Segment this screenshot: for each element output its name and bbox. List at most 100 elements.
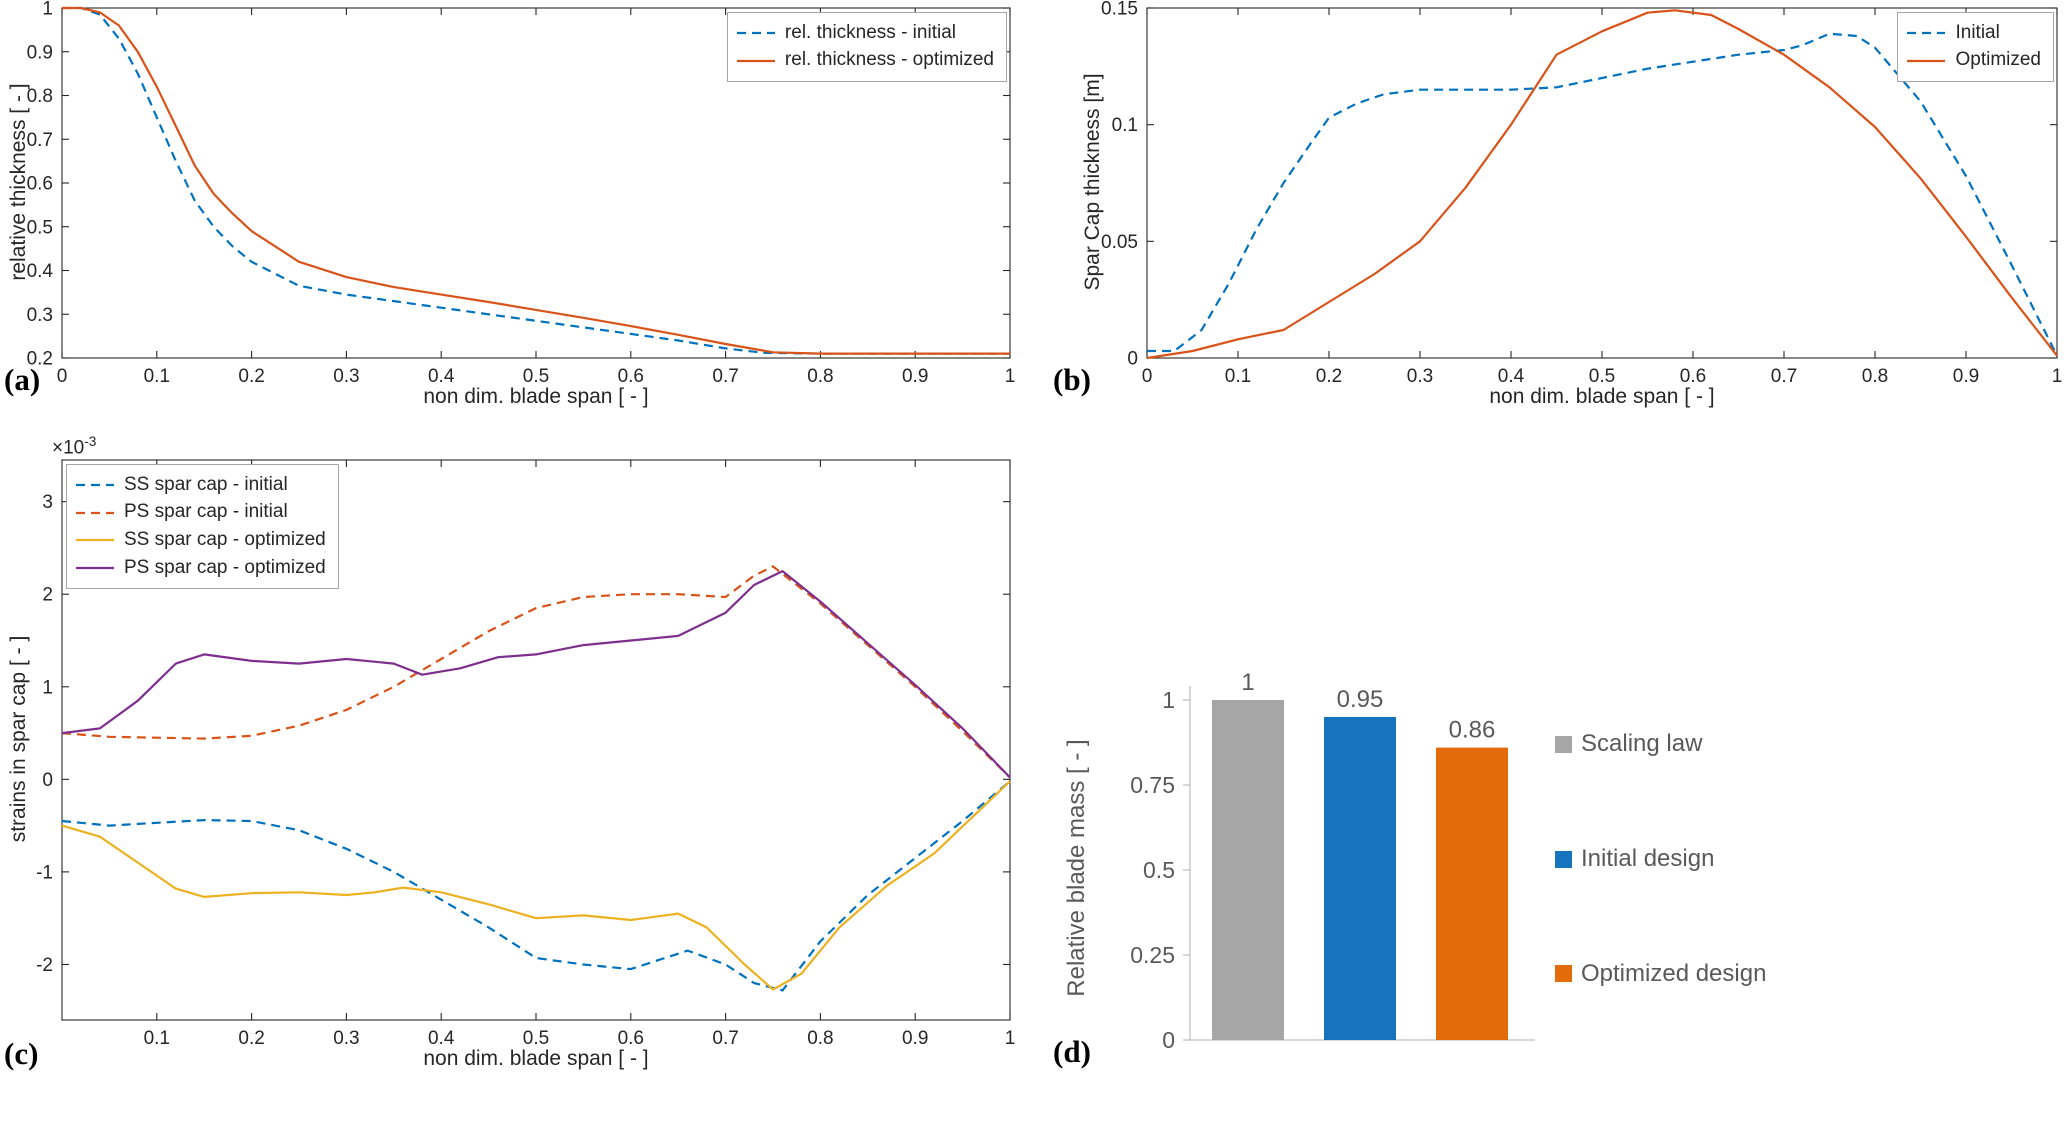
legend-label: Optimized design (1581, 959, 1767, 987)
legend-label: Scaling law (1581, 730, 1703, 757)
x-tick-label: 0.9 (902, 1028, 928, 1049)
legend-label: PS spar cap - initial (124, 501, 288, 523)
x-tick-label: 0.7 (1771, 366, 1797, 387)
legend-entry: Initial (1906, 19, 2041, 47)
x-tick-label: 0 (57, 366, 68, 387)
legend-label: Initial design (1581, 844, 1715, 872)
panel-tag-d: (d) (1053, 1034, 1091, 1069)
legend-label: rel. thickness - optimized (784, 49, 994, 71)
legend-entry: Optimized (1906, 47, 2041, 75)
legend-entry: PS spar cap - initial (75, 499, 326, 527)
x-tick-label: 0.6 (618, 366, 644, 387)
panel-b: 0 0.1 0.2 0.3 0.4 0.5 0.6 0.7 0.8 0.9 1 0 0.05 0.1 0.1… (1035, 0, 2067, 420)
y-tick-label: 0.75 (1130, 772, 1175, 798)
y-tick-label: 0.05 (1101, 232, 1138, 253)
chart-a-y-axis-label: relative thickness [ - ] (7, 83, 30, 281)
x-tick-label: 0.2 (238, 366, 264, 387)
y-tick-label: 0.5 (1143, 857, 1175, 883)
y-tick-label: -1 (36, 862, 53, 883)
legend-entry: SS spar cap - initial (75, 471, 326, 499)
chart-c-x-axis-label: non dim. blade span [ - ] (423, 1047, 649, 1070)
legend-label: rel. thickness - initial (784, 21, 956, 43)
x-tick-label: 0 (1142, 366, 1153, 387)
panel-c: 0.1 0.2 0.3 0.4 0.5 0.6 0.7 0.8 0.9 1 -2 -1 0 1 2 3 ×10… (0, 430, 1035, 1124)
series-line (62, 6, 1010, 355)
x-tick-label: 0.5 (1589, 366, 1615, 387)
chart-b-x-axis-label: non dim. blade span [ - ] (1489, 385, 1715, 408)
y-tick-label: 0.5 (27, 217, 53, 238)
panel-tag-a: (a) (4, 362, 41, 397)
y-tick-label: 0.1 (1112, 115, 1138, 136)
y-tick-label: 1 (1162, 687, 1175, 713)
y-tick-label: 0 (1162, 1027, 1175, 1053)
y-tick-label: 0.9 (27, 42, 53, 63)
legend-color-swatch-icon (1555, 850, 1572, 868)
series-line (61, 570, 1011, 779)
bar-value-label: 0.86 (1449, 717, 1496, 744)
chart-c-legend: SS spar cap - initial PS spar cap - initi… (66, 464, 339, 590)
legend-color-swatch-icon (1555, 965, 1572, 983)
legend-line-sample-icon (1907, 59, 1946, 62)
x-tick-label: 0.1 (1225, 366, 1251, 387)
legend-label: PS spar cap - optimized (124, 556, 326, 578)
series-line (1146, 9, 2058, 360)
chart-a-legend: rel. thickness - initial rel. thickness -… (726, 12, 1007, 82)
x-tick-label: 0.3 (333, 366, 359, 387)
x-tick-label: 0.6 (1680, 366, 1706, 387)
x-tick-label: 0.9 (902, 366, 928, 387)
y-tick-label: 1 (42, 0, 53, 20)
chart-d-plot: 0 0.25 0.5 0.75 1 1 0.95 0.86 (1130, 669, 1535, 1053)
y-tick-label: 0.3 (27, 305, 53, 326)
x-tick-label: 0.8 (807, 1028, 833, 1049)
panel-d: 0 0.25 0.5 0.75 1 1 0.95 0.86 Relative blade ma… (1035, 430, 2067, 1124)
legend-line-sample-icon (76, 539, 114, 542)
bar-value-label: 0.95 (1337, 686, 1384, 713)
x-tick-label: 0.1 (144, 366, 170, 387)
legend-entry: Optimized design (1555, 960, 1766, 989)
x-tick-label: 0.4 (1498, 366, 1525, 387)
series-line (61, 565, 1011, 779)
y-tick-label: 0.2 (27, 349, 53, 370)
series-line (1147, 32, 2058, 357)
y-tick-label: 0.6 (27, 174, 53, 195)
legend-entry: SS spar cap - optimized (75, 527, 326, 555)
chart-b-y-axis-label: Spar Cap thickness [m] (1081, 73, 1104, 291)
y-tick-label: 0.25 (1130, 942, 1175, 968)
legend-label: SS spar cap - initial (124, 473, 288, 495)
series-line (61, 780, 1011, 991)
y-tick-label: 0.7 (27, 130, 53, 151)
x-tick-label: 0.8 (1862, 366, 1888, 387)
legend-line-sample-icon (76, 511, 114, 514)
panel-tag-c: (c) (4, 1036, 39, 1071)
y-tick-label: 2 (42, 585, 53, 606)
y-tick-label: 0.15 (1101, 0, 1138, 20)
chart-c-axis-multiplier: ×10-3 (52, 434, 96, 459)
legend-entry: Initial design (1555, 845, 1766, 874)
multiplier-exponent: -3 (84, 434, 97, 449)
bar (1324, 717, 1396, 1040)
legend-entry: Scaling law (1555, 730, 1766, 759)
x-tick-label: 1 (1005, 366, 1016, 387)
chart-c-y-axis-label: strains in spar cap [ - ] (7, 635, 30, 843)
x-tick-label: 0.3 (1407, 366, 1433, 387)
x-tick-label: 0.8 (807, 366, 833, 387)
y-tick-label: 3 (42, 492, 53, 513)
chart-a-x-axis-label: non dim. blade span [ - ] (423, 385, 649, 408)
panel-a: 0 0.1 0.2 0.3 0.4 0.5 0.6 0.7 0.8 0.9 1 0.2 0.3 0.4 0.… (0, 0, 1035, 420)
x-tick-label: 0.2 (1316, 366, 1342, 387)
y-tick-label: 0 (42, 770, 53, 791)
legend-line-sample-icon (76, 567, 114, 570)
y-tick-label: 1 (42, 677, 53, 698)
bar (1436, 747, 1508, 1040)
y-tick-label: 0 (1127, 349, 1138, 370)
chart-b-legend: Initial Optimized (1897, 12, 2054, 82)
y-tick-label: 0.8 (27, 86, 53, 107)
x-tick-label: 0.5 (523, 366, 549, 387)
series-line (62, 6, 1010, 355)
x-tick-label: 0.7 (712, 1028, 738, 1049)
x-tick-label: 0.9 (1953, 366, 1979, 387)
legend-entry: rel. thickness - initial (736, 19, 994, 47)
legend-label: Initial (1955, 21, 2000, 43)
chart-d-y-axis-label: Relative blade mass [ - ] (1063, 739, 1090, 997)
